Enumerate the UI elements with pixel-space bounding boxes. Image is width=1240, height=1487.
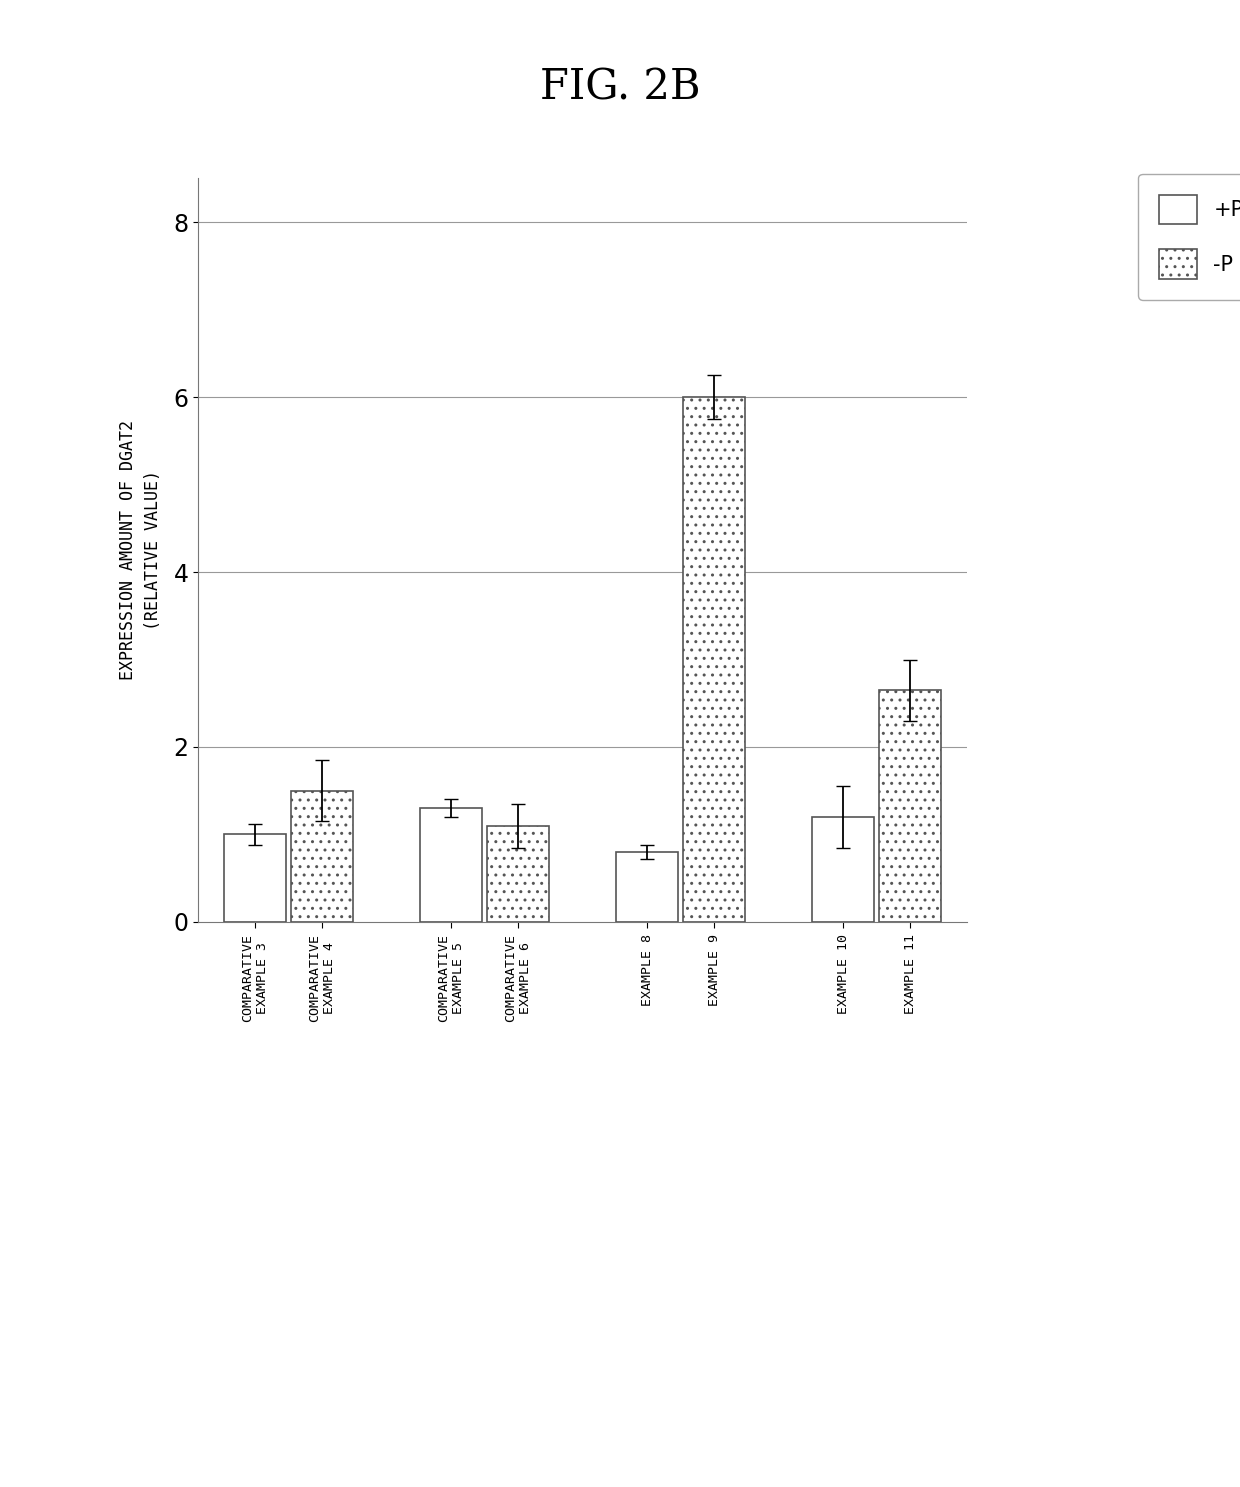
- Bar: [879, 690, 941, 922]
- Y-axis label: EXPRESSION AMOUNT OF DGAT2
(RELATIVE VALUE): EXPRESSION AMOUNT OF DGAT2 (RELATIVE VAL…: [119, 421, 162, 680]
- Text: FIG. 2B: FIG. 2B: [539, 67, 701, 109]
- Bar: [812, 816, 874, 922]
- Bar: [291, 791, 353, 922]
- Legend: +P, -P: +P, -P: [1138, 174, 1240, 299]
- Bar: [616, 852, 678, 922]
- Bar: [420, 809, 482, 922]
- Bar: [683, 397, 745, 922]
- Bar: [487, 825, 549, 922]
- Bar: [224, 834, 286, 922]
